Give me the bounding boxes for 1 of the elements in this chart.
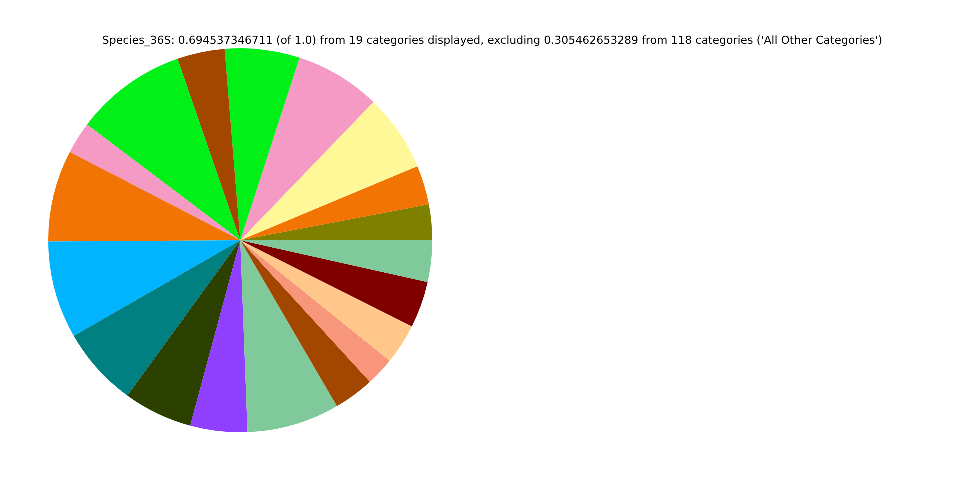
text: Species_36S: 0.694537346711 (of 1.0) from 19 categories displayed, excluding 0.305462653289 from 118 categories ('All Other Categories') — [102, 34, 883, 47]
